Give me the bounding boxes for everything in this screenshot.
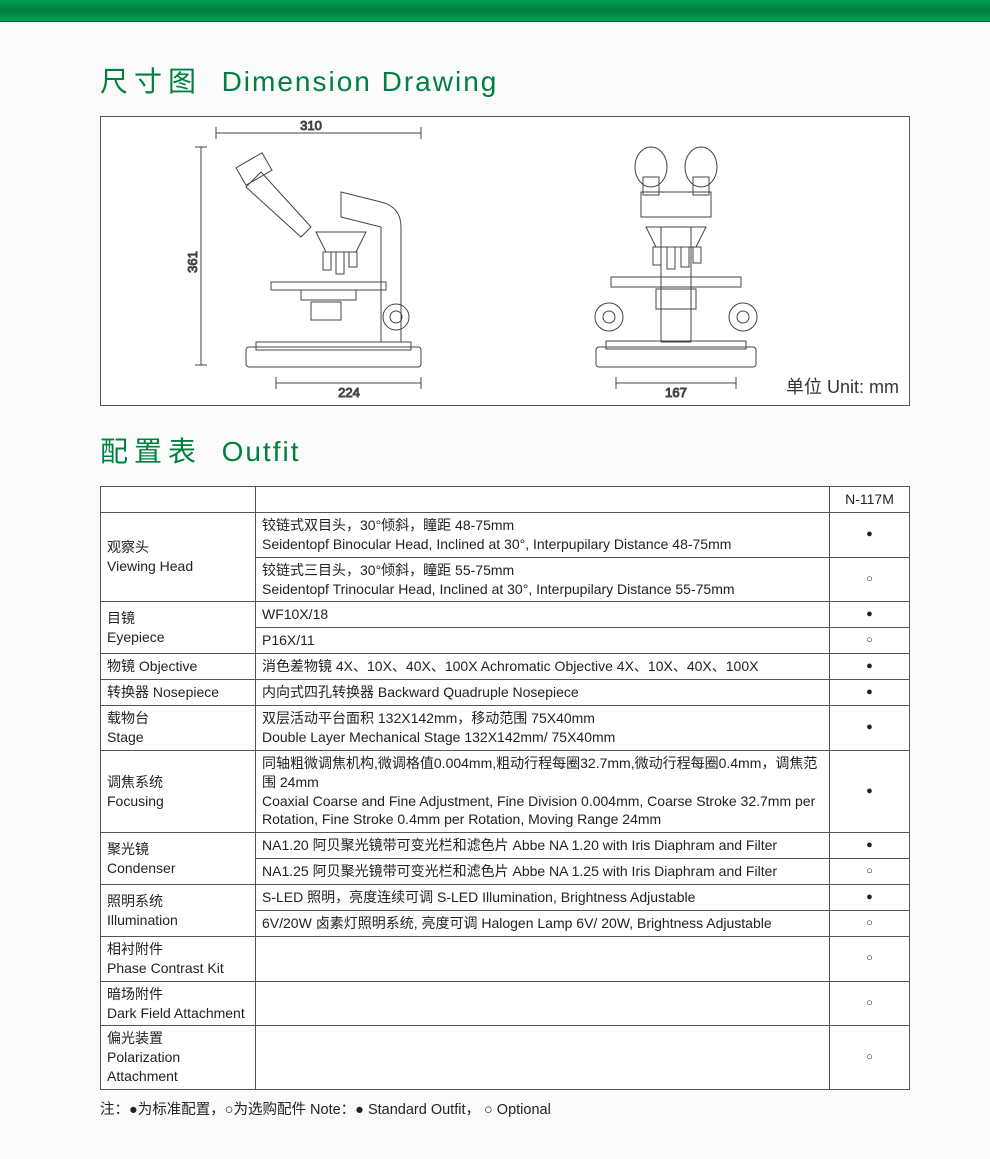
desc-cell: 铰链式双目头，30°倾斜，瞳距 48-75mmSeidentopf Binocu…: [256, 512, 830, 557]
category-cell: 照明系统Illumination: [101, 885, 256, 937]
desc-cell: NA1.25 阿贝聚光镜带可变光栏和滤色片 Abbe NA 1.25 with …: [256, 859, 830, 885]
desc-cell: [256, 936, 830, 981]
desc-cell: [256, 1026, 830, 1090]
outfit-title-en: Outfit: [222, 436, 301, 467]
header-blank2: [256, 487, 830, 513]
mark-cell: ●: [830, 750, 910, 833]
header-model: N-117M: [830, 487, 910, 513]
outfit-title-cn: 配置表: [100, 436, 202, 467]
desc-cell: 双层活动平台面积 132X142mm，移动范围 75X40mmDouble La…: [256, 706, 830, 751]
unit-label: 单位 Unit: mm: [786, 373, 899, 399]
top-bar: [0, 0, 990, 22]
category-cell: 观察头Viewing Head: [101, 512, 256, 602]
category-cell: 转换器 Nosepiece: [101, 680, 256, 706]
mark-cell: ●: [830, 602, 910, 628]
category-cell: 相衬附件Phase Contrast Kit: [101, 936, 256, 981]
mark-cell: ○: [830, 911, 910, 937]
outfit-section: 配置表 Outfit N-117M 观察头Viewing Head铰链式双目头，3…: [100, 430, 910, 1119]
mark-cell: ○: [830, 859, 910, 885]
dimension-title-en: Dimension Drawing: [222, 66, 499, 97]
desc-cell: P16X/11: [256, 628, 830, 654]
svg-text:224: 224: [338, 385, 360, 400]
desc-cell: 6V/20W 卤素灯照明系统, 亮度可调 Halogen Lamp 6V/ 20…: [256, 911, 830, 937]
dimension-title-cn: 尺寸图: [100, 66, 202, 97]
category-cell: 目镜Eyepiece: [101, 602, 256, 654]
footnote: 注：●为标准配置，○为选购配件 Note：● Standard Outfit， …: [100, 1098, 910, 1119]
desc-cell: 消色差物镜 4X、10X、40X、100X Achromatic Objecti…: [256, 654, 830, 680]
dimension-title: 尺寸图 Dimension Drawing: [100, 60, 910, 100]
desc-cell: 铰链式三目头，30°倾斜，瞳距 55-75mmSeidentopf Trinoc…: [256, 557, 830, 602]
header-blank: [101, 487, 256, 513]
svg-text:361: 361: [185, 251, 200, 273]
desc-cell: WF10X/18: [256, 602, 830, 628]
mark-cell: ●: [830, 885, 910, 911]
desc-cell: S-LED 照明，亮度连续可调 S-LED Illumination, Brig…: [256, 885, 830, 911]
desc-cell: 同轴粗微调焦机构,微调格值0.004mm,粗动行程每圈32.7mm,微动行程每圈…: [256, 750, 830, 833]
category-cell: 载物台Stage: [101, 706, 256, 751]
mark-cell: ○: [830, 936, 910, 981]
page: 尺寸图 Dimension Drawing 310 361: [0, 22, 990, 1159]
mark-cell: ●: [830, 512, 910, 557]
dimension-svg: 310 361: [101, 117, 909, 405]
mark-cell: ○: [830, 628, 910, 654]
svg-text:310: 310: [300, 118, 322, 133]
desc-cell: NA1.20 阿贝聚光镜带可变光栏和滤色片 Abbe NA 1.20 with …: [256, 833, 830, 859]
mark-cell: ●: [830, 680, 910, 706]
mark-cell: ●: [830, 833, 910, 859]
dimension-drawing: 310 361: [100, 116, 910, 406]
mark-cell: ○: [830, 557, 910, 602]
desc-cell: [256, 981, 830, 1026]
mark-cell: ○: [830, 1026, 910, 1090]
category-cell: 聚光镜Condenser: [101, 833, 256, 885]
svg-text:167: 167: [665, 385, 687, 400]
mark-cell: ●: [830, 706, 910, 751]
category-cell: 偏光装置Polarization Attachment: [101, 1026, 256, 1090]
category-cell: 物镜 Objective: [101, 654, 256, 680]
category-cell: 暗场附件Dark Field Attachment: [101, 981, 256, 1026]
outfit-title: 配置表 Outfit: [100, 430, 910, 470]
outfit-table: N-117M 观察头Viewing Head铰链式双目头，30°倾斜，瞳距 48-…: [100, 486, 910, 1090]
mark-cell: ●: [830, 654, 910, 680]
desc-cell: 内向式四孔转换器 Backward Quadruple Nosepiece: [256, 680, 830, 706]
mark-cell: ○: [830, 981, 910, 1026]
category-cell: 调焦系统Focusing: [101, 750, 256, 833]
